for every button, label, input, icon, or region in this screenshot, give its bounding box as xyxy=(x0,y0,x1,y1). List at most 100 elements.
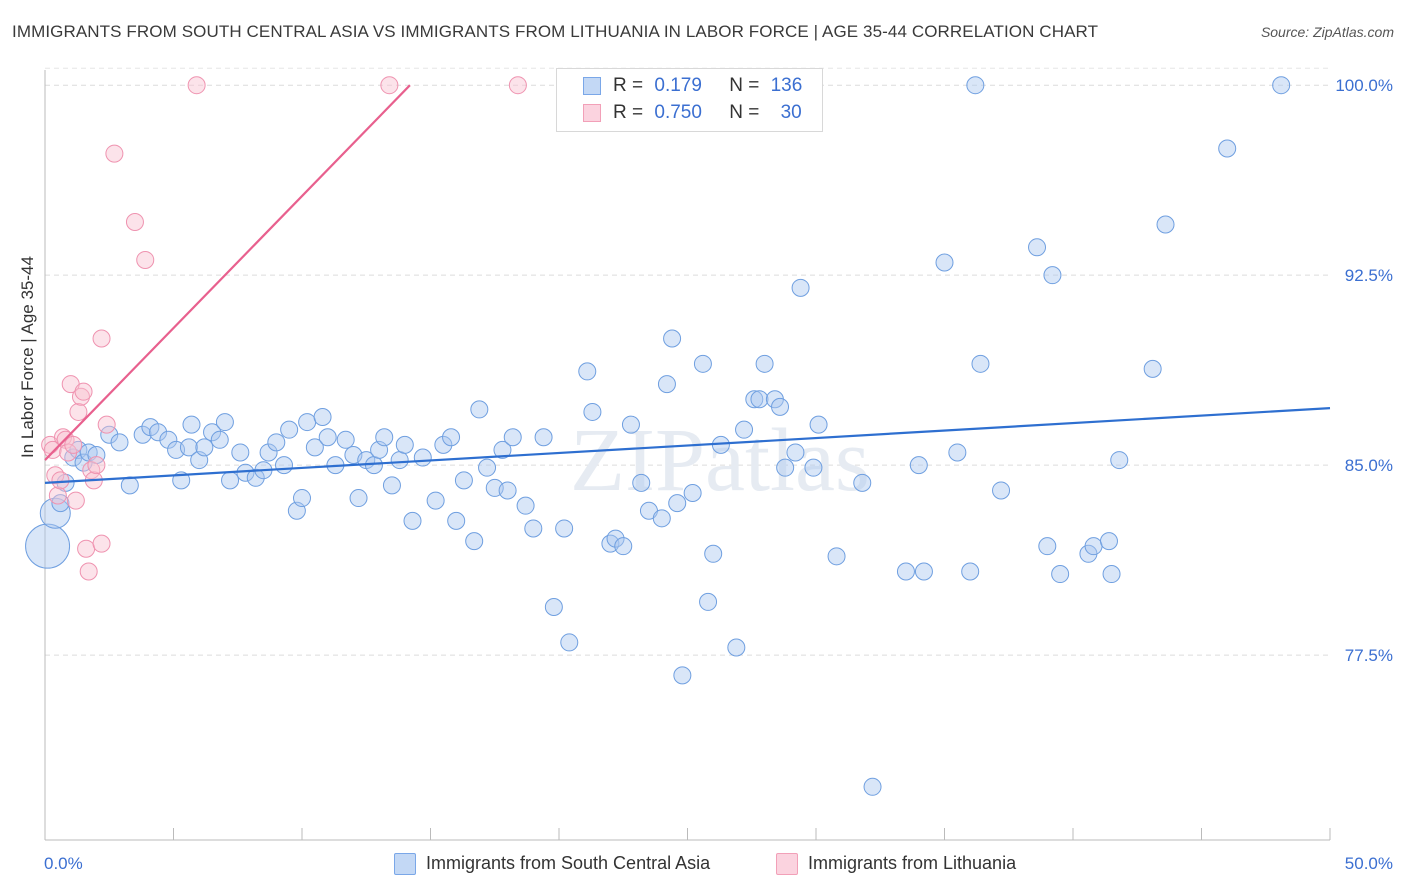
data-point xyxy=(447,511,466,530)
legend-label: Immigrants from Lithuania xyxy=(808,853,1017,873)
data-point xyxy=(971,354,990,373)
data-point xyxy=(395,435,414,454)
trend-lines xyxy=(44,84,1331,484)
legend-swatch-pink xyxy=(583,104,601,122)
data-point xyxy=(578,362,597,381)
data-point xyxy=(524,519,543,538)
trend-line-south-central-asia xyxy=(44,407,1331,484)
data-point xyxy=(809,415,828,434)
data-point xyxy=(318,428,337,447)
data-point xyxy=(313,408,332,427)
data-point xyxy=(1156,215,1175,234)
data-point xyxy=(1272,76,1291,95)
data-point xyxy=(478,458,497,477)
data-point xyxy=(246,468,265,487)
data-point xyxy=(71,387,90,406)
data-point xyxy=(992,481,1011,500)
watermark: ZIPatlas xyxy=(570,411,870,510)
data-point xyxy=(442,428,461,447)
r-value: 0.750 xyxy=(654,102,702,123)
data-point xyxy=(221,471,240,490)
x-tick-labels: 0.0% 50.0% xyxy=(44,854,1393,873)
data-point xyxy=(195,438,214,457)
data-point xyxy=(699,592,718,611)
data-point xyxy=(390,451,409,470)
data-point xyxy=(275,456,294,475)
stats-legend: R = 0.179 N = 136 R = 0.750 N = 30 xyxy=(556,68,823,132)
data-point xyxy=(935,253,954,272)
x-tick-label: 50.0% xyxy=(1345,854,1393,873)
r-label: R = xyxy=(613,102,644,123)
legend-swatch-blue xyxy=(394,853,416,875)
data-point xyxy=(110,433,129,452)
data-point xyxy=(632,473,651,492)
data-point xyxy=(149,423,168,442)
y-tick-label: 85.0% xyxy=(1345,456,1393,475)
data-point xyxy=(508,76,527,95)
data-point xyxy=(69,402,88,421)
data-point xyxy=(74,382,93,401)
data-point xyxy=(791,278,810,297)
data-point xyxy=(668,494,687,513)
data-point xyxy=(727,638,746,657)
data-point xyxy=(82,461,101,480)
data-point xyxy=(46,466,65,485)
data-point xyxy=(745,390,764,409)
y-tick-label: 77.5% xyxy=(1345,646,1393,665)
data-point xyxy=(750,390,769,409)
data-point xyxy=(187,76,206,95)
legend-swatch-blue xyxy=(583,77,601,95)
data-point xyxy=(133,425,152,444)
data-point xyxy=(560,633,579,652)
data-point xyxy=(853,473,872,492)
r-label: R = xyxy=(613,75,644,96)
data-point xyxy=(426,491,445,510)
source-label: Source: ZipAtlas.com xyxy=(1260,24,1394,40)
data-point xyxy=(380,76,399,95)
data-point xyxy=(493,440,512,459)
data-point xyxy=(298,413,317,432)
data-point xyxy=(215,413,234,432)
data-point xyxy=(657,375,676,394)
data-point xyxy=(39,497,71,529)
data-point xyxy=(961,562,980,581)
series-south-central-asia xyxy=(25,76,1291,796)
data-point xyxy=(1084,537,1103,556)
data-point xyxy=(776,458,795,477)
data-point xyxy=(64,435,83,454)
data-point xyxy=(100,425,119,444)
data-point xyxy=(914,562,933,581)
data-point xyxy=(614,537,633,556)
data-point xyxy=(896,562,915,581)
data-point xyxy=(293,489,311,508)
y-tick-label: 92.5% xyxy=(1345,266,1393,285)
data-point xyxy=(663,329,682,348)
data-point xyxy=(375,428,394,447)
data-point xyxy=(948,443,967,462)
data-point xyxy=(1102,565,1121,584)
data-point xyxy=(179,438,198,457)
gridlines xyxy=(45,67,1330,656)
data-point xyxy=(534,428,553,447)
data-point xyxy=(159,430,178,449)
y-tick-labels: 77.5% 85.0% 92.5% 100.0% xyxy=(1335,76,1393,665)
data-point xyxy=(120,476,139,495)
trend-line-lithuania xyxy=(44,84,411,461)
data-point xyxy=(105,144,124,163)
data-point xyxy=(583,402,602,421)
legend-label: Immigrants from South Central Asia xyxy=(426,853,711,873)
data-point xyxy=(1110,451,1129,470)
x-tick-label: 0.0% xyxy=(44,854,83,873)
data-point xyxy=(51,494,70,513)
y-tick-label: 100.0% xyxy=(1335,76,1393,95)
data-point xyxy=(804,458,823,477)
data-point xyxy=(92,329,111,348)
data-point xyxy=(683,483,702,502)
data-point xyxy=(771,397,790,416)
data-point xyxy=(43,440,62,459)
data-point xyxy=(652,509,671,528)
axes xyxy=(44,70,1331,841)
r-value: 0.179 xyxy=(654,75,702,96)
data-point xyxy=(259,443,278,462)
